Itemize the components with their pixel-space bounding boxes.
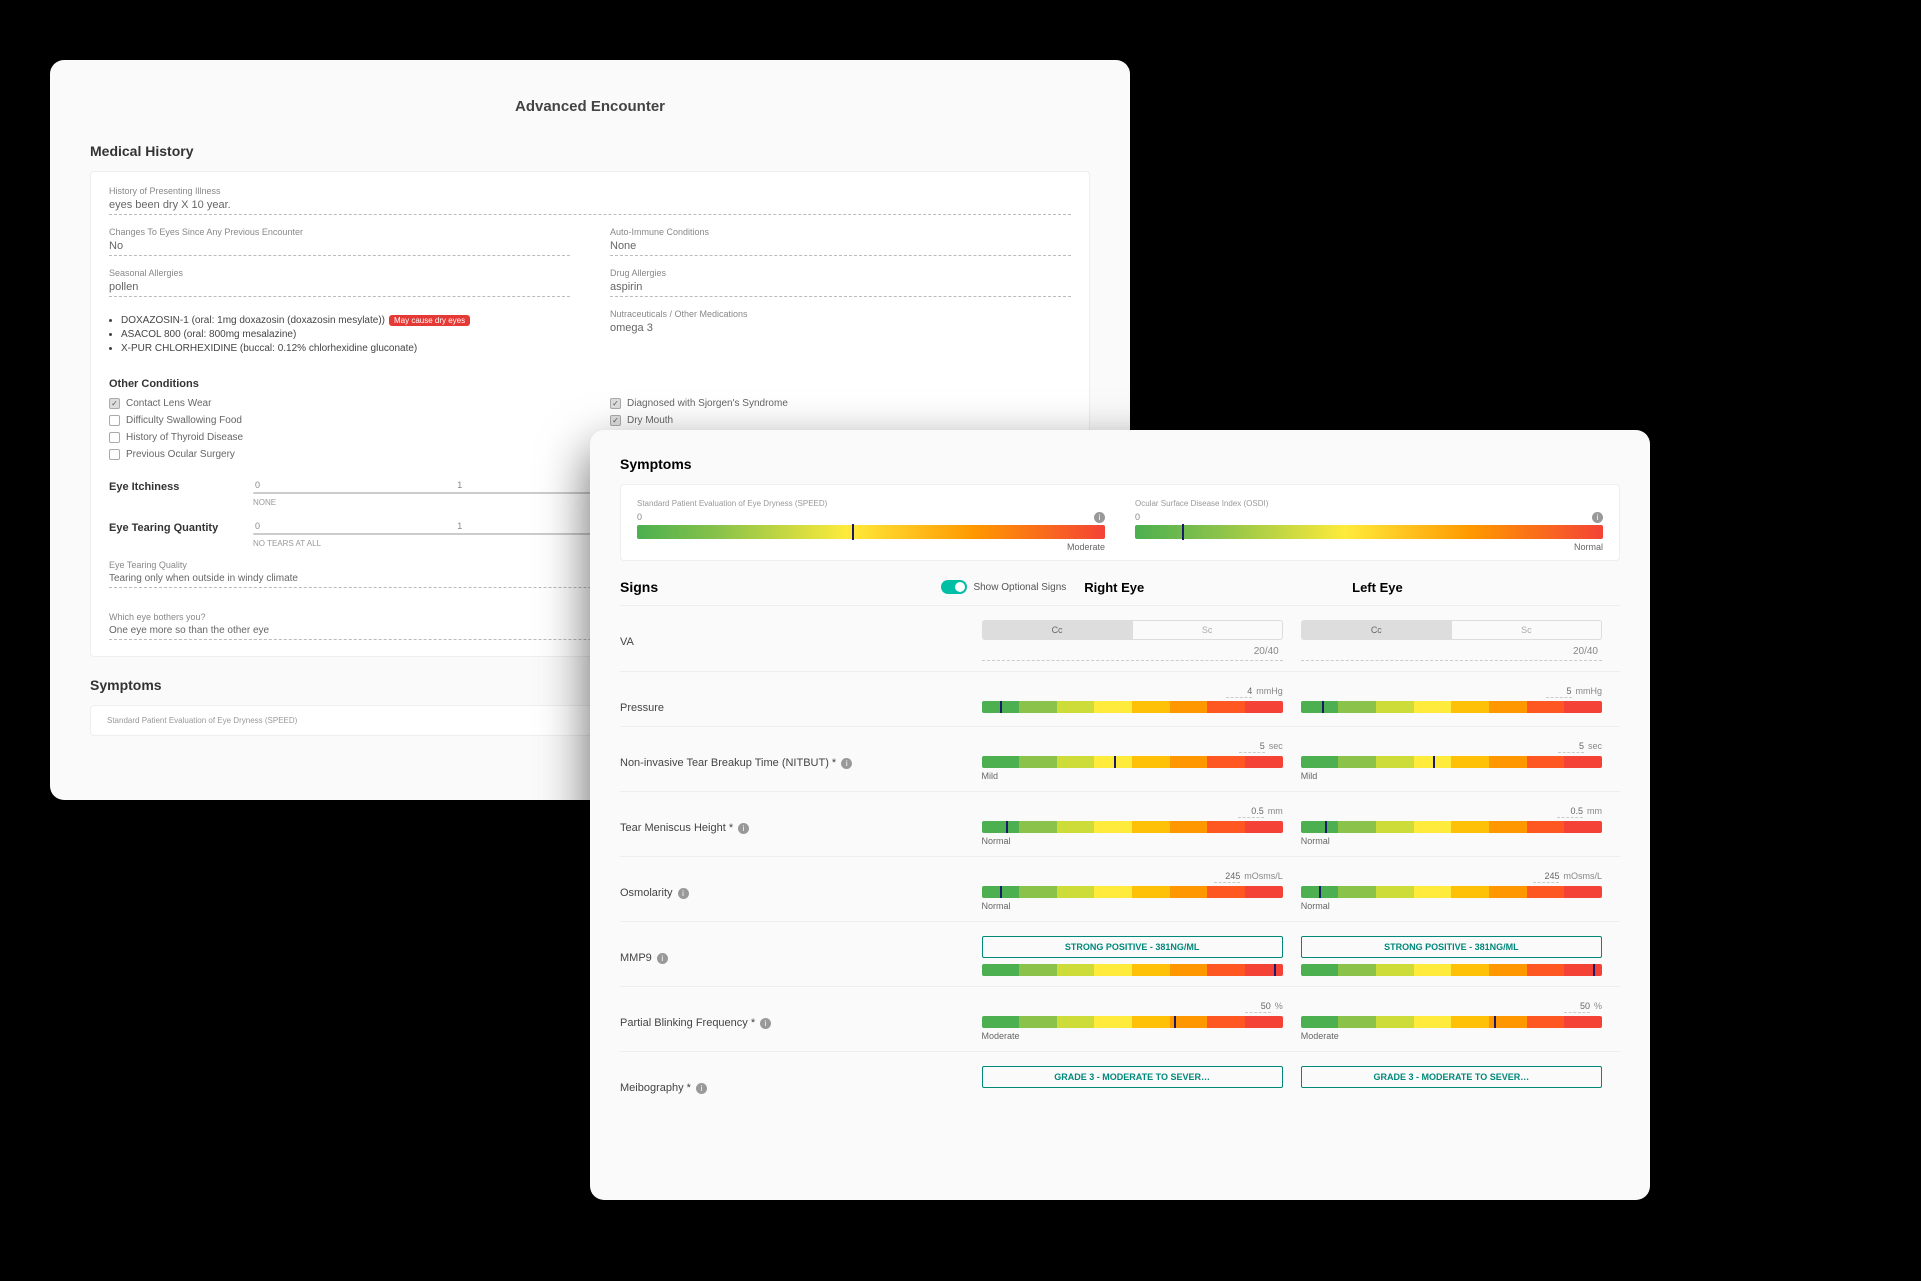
sign-label: Tear Meniscus Height * i [620, 806, 982, 834]
osdi-cap: Normal [1135, 542, 1603, 552]
tearing-label: Eye Tearing Quantity [109, 522, 239, 534]
speed-cap: Moderate [637, 542, 1105, 552]
sign-label: VA [620, 620, 982, 648]
info-icon[interactable]: i [657, 953, 668, 964]
condition-checkbox[interactable]: Previous Ocular Surgery [109, 449, 570, 460]
section-medical-history: Medical History [90, 143, 1090, 159]
info-icon[interactable]: i [696, 1083, 707, 1094]
info-icon[interactable]: i [1094, 512, 1105, 523]
info-icon[interactable]: i [1592, 512, 1603, 523]
severity-bar [1301, 821, 1602, 833]
nutra-label: Nutraceuticals / Other Medications [610, 309, 1071, 319]
severity-bar [1301, 886, 1602, 898]
severity-bar [1301, 756, 1602, 768]
autoimmune-value[interactable]: None [610, 240, 1071, 256]
symptoms-title: Symptoms [620, 456, 1620, 472]
osdi-gauge [1135, 525, 1603, 539]
va-value[interactable]: 20/40 [1301, 644, 1602, 661]
sign-label: Pressure [620, 686, 982, 714]
info-icon[interactable]: i [678, 888, 689, 899]
optional-signs-toggle[interactable] [941, 580, 967, 594]
toggle-label: Show Optional Signs [973, 582, 1066, 593]
va-tabs[interactable]: CcSc [1301, 620, 1602, 640]
severity-bar [982, 701, 1283, 713]
severity-bar [1301, 701, 1602, 713]
severity-bar [1301, 964, 1602, 976]
info-icon[interactable]: i [841, 758, 852, 769]
va-value[interactable]: 20/40 [982, 644, 1283, 661]
sign-label: Partial Blinking Frequency * i [620, 1001, 982, 1029]
seasonal-value[interactable]: pollen [109, 281, 570, 297]
condition-checkbox[interactable]: ✓Contact Lens Wear [109, 398, 570, 409]
med-item: X-PUR CHLORHEXIDINE (buccal: 0.12% chlor… [121, 343, 570, 354]
sign-label: Meibography * i [620, 1066, 982, 1094]
condition-checkbox[interactable]: Difficulty Swallowing Food [109, 415, 570, 426]
severity-bar [982, 886, 1283, 898]
changes-label: Changes To Eyes Since Any Previous Encou… [109, 227, 570, 237]
info-icon[interactable]: i [760, 1018, 771, 1029]
sign-label: Osmolarity i [620, 871, 982, 899]
info-icon[interactable]: i [738, 823, 749, 834]
hpi-label: History of Presenting Illness [109, 186, 1071, 196]
speed-gauge [637, 525, 1105, 539]
changes-value[interactable]: No [109, 240, 570, 256]
drugallergy-value[interactable]: aspirin [610, 281, 1071, 297]
nutra-value[interactable]: omega 3 [610, 322, 1071, 337]
sign-label: Non-invasive Tear Breakup Time (NITBUT) … [620, 741, 982, 769]
hpi-value[interactable]: eyes been dry X 10 year. [109, 199, 1071, 215]
left-eye-header: Left Eye [1352, 580, 1620, 595]
itchiness-label: Eye Itchiness [109, 481, 239, 493]
page-title: Advanced Encounter [90, 98, 1090, 115]
drugallergy-label: Drug Allergies [610, 268, 1071, 278]
dry-eye-badge: May cause dry eyes [389, 315, 470, 326]
condition-checkbox[interactable]: ✓Diagnosed with Sjorgen's Syndrome [610, 398, 1071, 409]
severity-bar [982, 1016, 1283, 1028]
speed-label-back: Standard Patient Evaluation of Eye Dryne… [107, 716, 570, 725]
result-button[interactable]: GRADE 3 - MODERATE TO SEVER… [1301, 1066, 1602, 1088]
va-tabs[interactable]: CcSc [982, 620, 1283, 640]
med-item: ASACOL 800 (oral: 800mg mesalazine) [121, 329, 570, 340]
condition-checkbox[interactable]: ✓Dry Mouth [610, 415, 1071, 426]
condition-checkbox[interactable]: History of Thyroid Disease [109, 432, 570, 443]
severity-bar [982, 964, 1283, 976]
result-button[interactable]: GRADE 3 - MODERATE TO SEVER… [982, 1066, 1283, 1088]
severity-bar [982, 756, 1283, 768]
med-item: DOXAZOSIN-1 (oral: 1mg doxazosin (doxazo… [121, 315, 385, 326]
symptoms-card: Standard Patient Evaluation of Eye Dryne… [620, 484, 1620, 561]
severity-bar [982, 821, 1283, 833]
signs-title: Signs [620, 579, 941, 595]
sign-label: MMP9 i [620, 936, 982, 964]
result-button[interactable]: STRONG POSITIVE - 381NG/ML [1301, 936, 1602, 958]
osdi-label: Ocular Surface Disease Index (OSDI) [1135, 499, 1603, 508]
result-button[interactable]: STRONG POSITIVE - 381NG/ML [982, 936, 1283, 958]
medications-list: DOXAZOSIN-1 (oral: 1mg doxazosin (doxazo… [121, 315, 570, 354]
signs-window: Symptoms Standard Patient Evaluation of … [590, 430, 1650, 1200]
speed-label: Standard Patient Evaluation of Eye Dryne… [637, 499, 1105, 508]
seasonal-label: Seasonal Allergies [109, 268, 570, 278]
right-eye-header: Right Eye [1084, 580, 1352, 595]
other-conditions-title: Other Conditions [109, 378, 1071, 390]
autoimmune-label: Auto-Immune Conditions [610, 227, 1071, 237]
severity-bar [1301, 1016, 1602, 1028]
